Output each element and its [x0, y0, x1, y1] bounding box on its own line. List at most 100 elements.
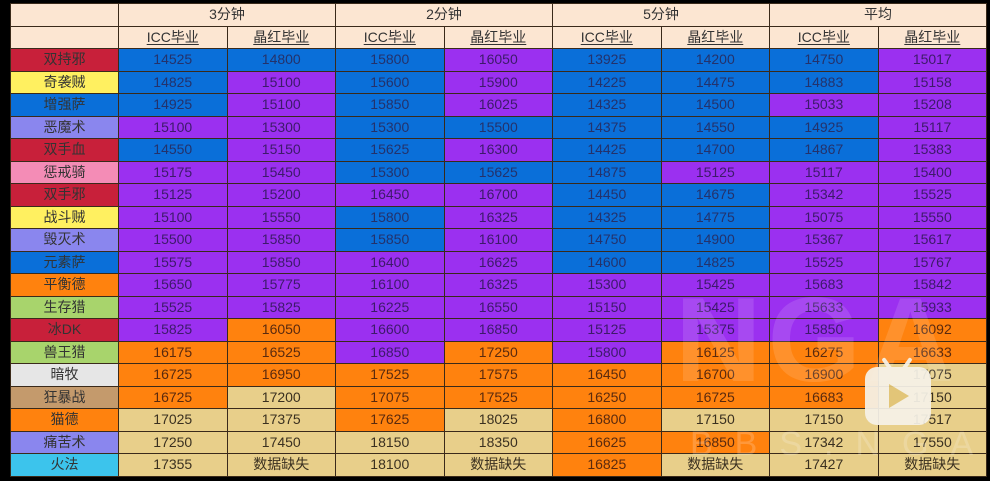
table-row: 恶魔术 15100 15300 15300 15500 14375 14550 14925 15…	[10, 115, 988, 139]
class-name-cell: 恶魔术	[10, 115, 119, 139]
dps-value-cell: 16400	[335, 250, 445, 274]
class-name-cell: 奇袭贼	[10, 70, 119, 94]
dps-value-cell: 16850	[335, 340, 445, 364]
dps-value-cell: 13925	[552, 48, 662, 72]
dps-value-cell: 16825	[552, 453, 662, 477]
dps-value-cell: 15525	[877, 183, 988, 207]
dps-value-cell: 17025	[118, 408, 228, 432]
dps-value-cell: 数据缺失	[660, 453, 771, 477]
dps-value-cell: 15300	[226, 115, 337, 139]
table-row: 平衡德 15650 15775 16100 16325 15300 15425 15683 15…	[10, 273, 988, 297]
subheader-icc: ICC毕业	[769, 25, 879, 49]
dps-value-cell: 15100	[118, 115, 228, 139]
dps-value-cell: 16725	[660, 385, 771, 409]
dps-value-cell: 14500	[660, 93, 771, 117]
dps-ranking-table: 3分钟 2分钟 5分钟 平均 ICC毕业 晶红毕业 ICC毕业 晶红毕业 ICC…	[10, 3, 988, 477]
dps-value-cell: 15600	[335, 70, 445, 94]
dps-value-cell: 15375	[660, 318, 771, 342]
dps-value-cell: 15100	[118, 205, 228, 229]
dps-value-cell: 15525	[769, 250, 879, 274]
dps-value-cell: 15550	[877, 205, 988, 229]
dps-value-cell: 15450	[226, 160, 337, 184]
group-header-5min: 5分钟	[552, 3, 771, 27]
dps-value-cell: 16050	[443, 48, 554, 72]
dps-value-cell: 15033	[769, 93, 879, 117]
dps-value-cell: 15300	[552, 273, 662, 297]
table-row: 毁灭术 15500 15850 15850 16100 14750 14900 15367 15…	[10, 228, 988, 252]
dps-value-cell: 15125	[552, 318, 662, 342]
table-row: 奇袭贼 14825 15100 15600 15900 14225 14475 14883 15…	[10, 70, 988, 94]
subheader-icc: ICC毕业	[552, 25, 662, 49]
dps-value-cell: 15800	[552, 340, 662, 364]
dps-value-cell: 15900	[443, 70, 554, 94]
dps-value-cell: 16450	[552, 363, 662, 387]
dps-value-cell: 14550	[660, 115, 771, 139]
dps-value-cell: 14883	[769, 70, 879, 94]
dps-value-cell: 16725	[118, 363, 228, 387]
table-row: 双手血 14550 15150 15625 16300 14425 14700 14867 15…	[10, 138, 988, 162]
dps-value-cell: 16225	[335, 295, 445, 319]
dps-value-cell: 15075	[769, 205, 879, 229]
dps-value-cell: 15850	[335, 93, 445, 117]
dps-value-cell: 14550	[118, 138, 228, 162]
dps-value-cell: 15150	[226, 138, 337, 162]
dps-value-cell: 17075	[877, 363, 988, 387]
dps-value-cell: 14925	[118, 93, 228, 117]
subheader-icc: ICC毕业	[118, 25, 228, 49]
dps-value-cell: 17150	[877, 385, 988, 409]
dps-value-cell: 16850	[443, 318, 554, 342]
dps-value-cell: 16850	[660, 430, 771, 454]
dps-value-cell: 15208	[877, 93, 988, 117]
dps-value-cell: 16525	[226, 340, 337, 364]
table-row: 火法 17355 数据缺失 18100 数据缺失 16825 数据缺失 17427 数据缺失	[10, 453, 988, 477]
table-row: 元素萨 15575 15850 16400 16625 14600 14825 15525 15…	[10, 250, 988, 274]
dps-value-cell: 17517	[877, 408, 988, 432]
subheader-jinghong: 晶红毕业	[877, 25, 988, 49]
class-name-cell: 增强萨	[10, 93, 119, 117]
table-row: 生存猎 15525 15825 16225 16550 15150 15425 15633 15…	[10, 295, 988, 319]
dps-value-cell: 17342	[769, 430, 879, 454]
class-name-cell: 惩戒骑	[10, 160, 119, 184]
dps-value-cell: 17450	[226, 430, 337, 454]
dps-value-cell: 15425	[660, 273, 771, 297]
dps-value-cell: 15383	[877, 138, 988, 162]
dps-value-cell: 16325	[443, 273, 554, 297]
class-name-cell: 痛苦术	[10, 430, 119, 454]
class-name-cell: 双手血	[10, 138, 119, 162]
table-row: 双持邪 14525 14800 15800 16050 13925 14200 14750 15…	[10, 48, 988, 72]
dps-value-cell: 15150	[552, 295, 662, 319]
dps-value-cell: 16683	[769, 385, 879, 409]
dps-value-cell: 15125	[660, 160, 771, 184]
dps-value-cell: 16300	[443, 138, 554, 162]
dps-value-cell: 14475	[660, 70, 771, 94]
dps-value-cell: 14325	[552, 93, 662, 117]
class-name-cell: 火法	[10, 453, 119, 477]
dps-value-cell: 17427	[769, 453, 879, 477]
dps-value-cell: 15342	[769, 183, 879, 207]
class-name-cell: 毁灭术	[10, 228, 119, 252]
table-row: 狂暴战 16725 17200 17075 17525 16250 16725 16683 17…	[10, 385, 988, 409]
dps-value-cell: 16725	[118, 385, 228, 409]
table-body: 双持邪 14525 14800 15800 16050 13925 14200 14750 15…	[10, 48, 988, 477]
dps-value-cell: 14675	[660, 183, 771, 207]
dps-value-cell: 15175	[118, 160, 228, 184]
dps-value-cell: 15633	[769, 295, 879, 319]
table-row: 猫德 17025 17375 17625 18025 16800 17150 17150 175…	[10, 408, 988, 432]
dps-value-cell: 16625	[443, 250, 554, 274]
dps-value-cell: 16050	[226, 318, 337, 342]
table-row: 双手邪 15125 15200 16450 16700 14450 14675 15342 15…	[10, 183, 988, 207]
dps-value-cell: 16800	[552, 408, 662, 432]
dps-value-cell: 15800	[335, 205, 445, 229]
dps-value-cell: 15500	[443, 115, 554, 139]
dps-value-cell: 15117	[769, 160, 879, 184]
group-header-2min: 2分钟	[335, 3, 554, 27]
dps-value-cell: 18025	[443, 408, 554, 432]
dps-value-cell: 14800	[226, 48, 337, 72]
dps-value-cell: 15367	[769, 228, 879, 252]
dps-value-cell: 16625	[552, 430, 662, 454]
sub-header-row: ICC毕业 晶红毕业 ICC毕业 晶红毕业 ICC毕业 晶红毕业 ICC毕业 晶…	[10, 25, 988, 49]
corner-cell-2	[10, 25, 119, 49]
dps-value-cell: 16700	[660, 363, 771, 387]
dps-value-cell: 16600	[335, 318, 445, 342]
dps-value-cell: 15100	[226, 70, 337, 94]
